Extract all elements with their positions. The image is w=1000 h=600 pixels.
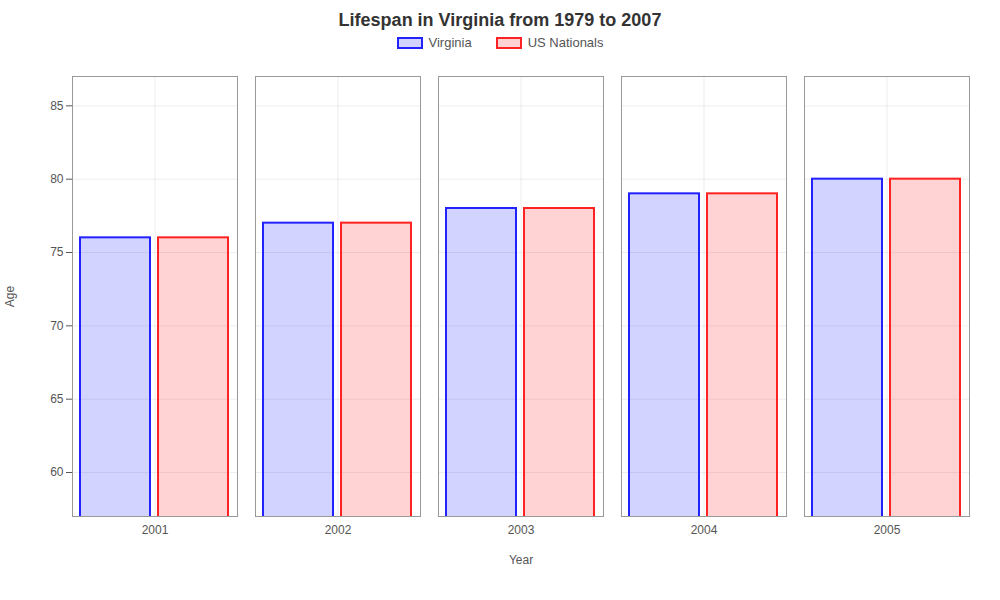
svg-text:2004: 2004 [691, 523, 718, 537]
html-text:US Nationals: US Nationals [527, 35, 604, 50]
svg-text:Year: Year [509, 553, 533, 567]
svg-text:2002: 2002 [325, 523, 352, 537]
svg-text:60: 60 [50, 465, 64, 479]
svg-text:65: 65 [50, 392, 64, 406]
svg-text:Age: Age [3, 286, 17, 308]
svg-text:2003: 2003 [508, 523, 535, 537]
svg-text:2005: 2005 [874, 523, 901, 537]
svg-text:85: 85 [50, 99, 64, 113]
svg-text:70: 70 [50, 319, 64, 333]
svg-text:75: 75 [50, 245, 64, 259]
svg-text:80: 80 [50, 172, 64, 186]
html-text:Lifespan in Virginia from 1979: Lifespan in Virginia from 1979 to 2007 [338, 10, 662, 30]
svg-text:2001: 2001 [142, 523, 169, 537]
html-text:Virginia: Virginia [428, 35, 472, 50]
